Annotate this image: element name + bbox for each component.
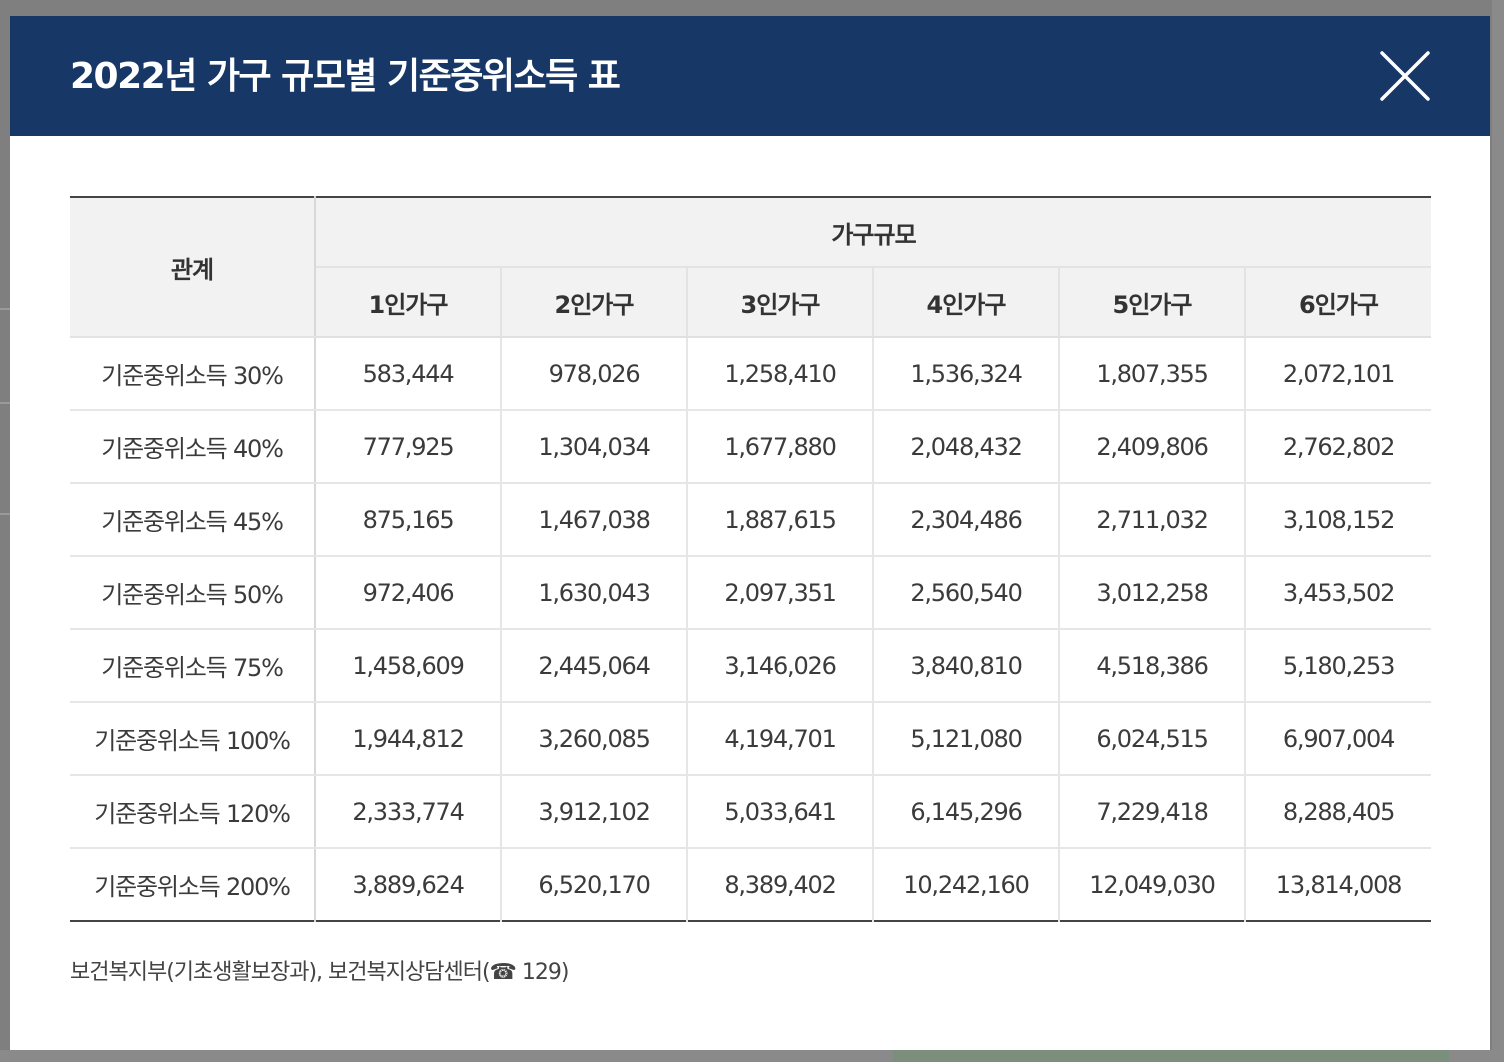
table-cell: 3,840,810 [873,629,1060,703]
table-row: 기준중위소득 30% 583,444 978,026 1,258,410 1,5… [70,337,1432,411]
table-row: 기준중위소득 200% 3,889,624 6,520,170 8,389,40… [70,848,1431,921]
table-cell: 3,146,026 [687,629,874,703]
median-income-modal: 2022년 가구 규모별 기준중위소득 표 관계 가구규모 1인가구 [10,16,1490,1050]
row-label: 기준중위소득 120% [70,775,316,849]
table-cell: 6,520,170 [501,848,688,921]
table-cell: 2,560,540 [873,556,1060,630]
background-divider [0,513,10,515]
background-divider [0,402,10,404]
row-label: 기준중위소득 100% [70,702,316,776]
table-cell: 3,260,085 [501,702,688,776]
table-cell: 3,912,102 [501,775,688,849]
table-cell: 5,180,253 [1245,629,1432,703]
header-column: 4인가구 [872,267,1060,338]
table-cell: 2,304,486 [873,483,1060,557]
background-page-edge [1492,0,1504,1050]
source-footnote: 보건복지부(기초생활보장과), 보건복지상담센터(☎ 129) [70,960,570,985]
row-label: 기준중위소득 200% [70,848,316,921]
table-cell: 7,229,418 [1059,775,1246,849]
header-column: 2인가구 [500,267,688,338]
background-divider [0,308,10,310]
table-cell: 5,121,080 [873,702,1060,776]
table-cell: 3,889,624 [315,848,502,921]
table-cell: 875,165 [315,483,502,557]
table-cell: 3,453,502 [1245,556,1432,630]
row-label: 기준중위소득 30% [70,337,316,411]
table-cell: 583,444 [315,337,502,411]
table-cell: 2,711,032 [1059,483,1246,557]
table-row: 기준중위소득 50% 972,406 1,630,043 2,097,351 2… [70,556,1432,630]
table-cell: 12,049,030 [1059,848,1246,921]
table-cell: 2,409,806 [1059,410,1246,484]
row-label: 기준중위소득 40% [70,410,316,484]
table-cell: 6,024,515 [1059,702,1246,776]
header-column: 3인가구 [686,267,874,338]
income-table-container: 관계 가구규모 1인가구 2인가구 3인가구 4인가구 5인가구 6인가구 기준… [70,196,1432,922]
table-cell: 1,887,615 [687,483,874,557]
table-cell: 3,108,152 [1245,483,1432,557]
row-label: 기준중위소득 45% [70,483,316,557]
table-cell: 2,445,064 [501,629,688,703]
table-cell: 8,288,405 [1245,775,1432,849]
table-cell: 1,258,410 [687,337,874,411]
income-table: 관계 가구규모 1인가구 2인가구 3인가구 4인가구 5인가구 6인가구 기준… [70,196,1432,922]
table-cell: 6,907,004 [1245,702,1432,776]
table-cell: 5,033,641 [687,775,874,849]
table-cell: 2,048,432 [873,410,1060,484]
table-cell: 13,814,008 [1275,870,1403,899]
table-cell: 777,925 [315,410,502,484]
table-cell: 1,467,038 [501,483,688,557]
header-column: 1인가구 [314,267,502,338]
table-cell: 4,194,701 [687,702,874,776]
table-cell: 1,536,324 [873,337,1060,411]
header-relation: 관계 [70,197,316,338]
modal-title: 2022년 가구 규모별 기준중위소득 표 [70,56,621,97]
table-cell: 1,944,812 [315,702,502,776]
table-cell: 1,630,043 [501,556,688,630]
table-cell: 2,762,802 [1245,410,1432,484]
table-cell: 978,026 [501,337,688,411]
table-cell: 972,406 [315,556,502,630]
table-cell: 8,389,402 [687,848,874,921]
table-cell: 1,677,880 [687,410,874,484]
background-banner [893,1050,1449,1062]
close-button[interactable] [1375,46,1435,106]
table-row: 기준중위소득 75% 1,458,609 2,445,064 3,146,026… [70,629,1432,703]
table-row: 기준중위소득 45% 875,165 1,467,038 1,887,615 2… [70,483,1432,557]
table-cell: 3,012,258 [1059,556,1246,630]
close-icon [1380,51,1430,101]
table-cell: 10,242,160 [873,848,1060,921]
table-row: 기준중위소득 100% 1,944,812 3,260,085 4,194,70… [70,702,1432,776]
table-cell: 2,097,351 [687,556,874,630]
row-label: 기준중위소득 50% [70,556,316,630]
table-cell: 4,518,386 [1059,629,1246,703]
table-cell: 2,333,774 [315,775,502,849]
modal-header: 2022년 가구 규모별 기준중위소득 표 [10,16,1490,136]
table-row: 기준중위소득 40% 777,925 1,304,034 1,677,880 2… [70,410,1432,484]
table-cell: 2,072,101 [1245,337,1432,411]
table-cell: 6,145,296 [873,775,1060,849]
header-column: 6인가구 [1243,267,1432,338]
table-cell: 1,458,609 [315,629,502,703]
header-household-size: 가구규모 [313,197,1432,268]
table-cell: 1,304,034 [501,410,688,484]
table-row: 기준중위소득 120% 2,333,774 3,912,102 5,033,64… [70,775,1432,849]
header-column: 5인가구 [1058,267,1246,338]
table-cell: 1,807,355 [1059,337,1246,411]
row-label: 기준중위소득 75% [70,629,316,703]
